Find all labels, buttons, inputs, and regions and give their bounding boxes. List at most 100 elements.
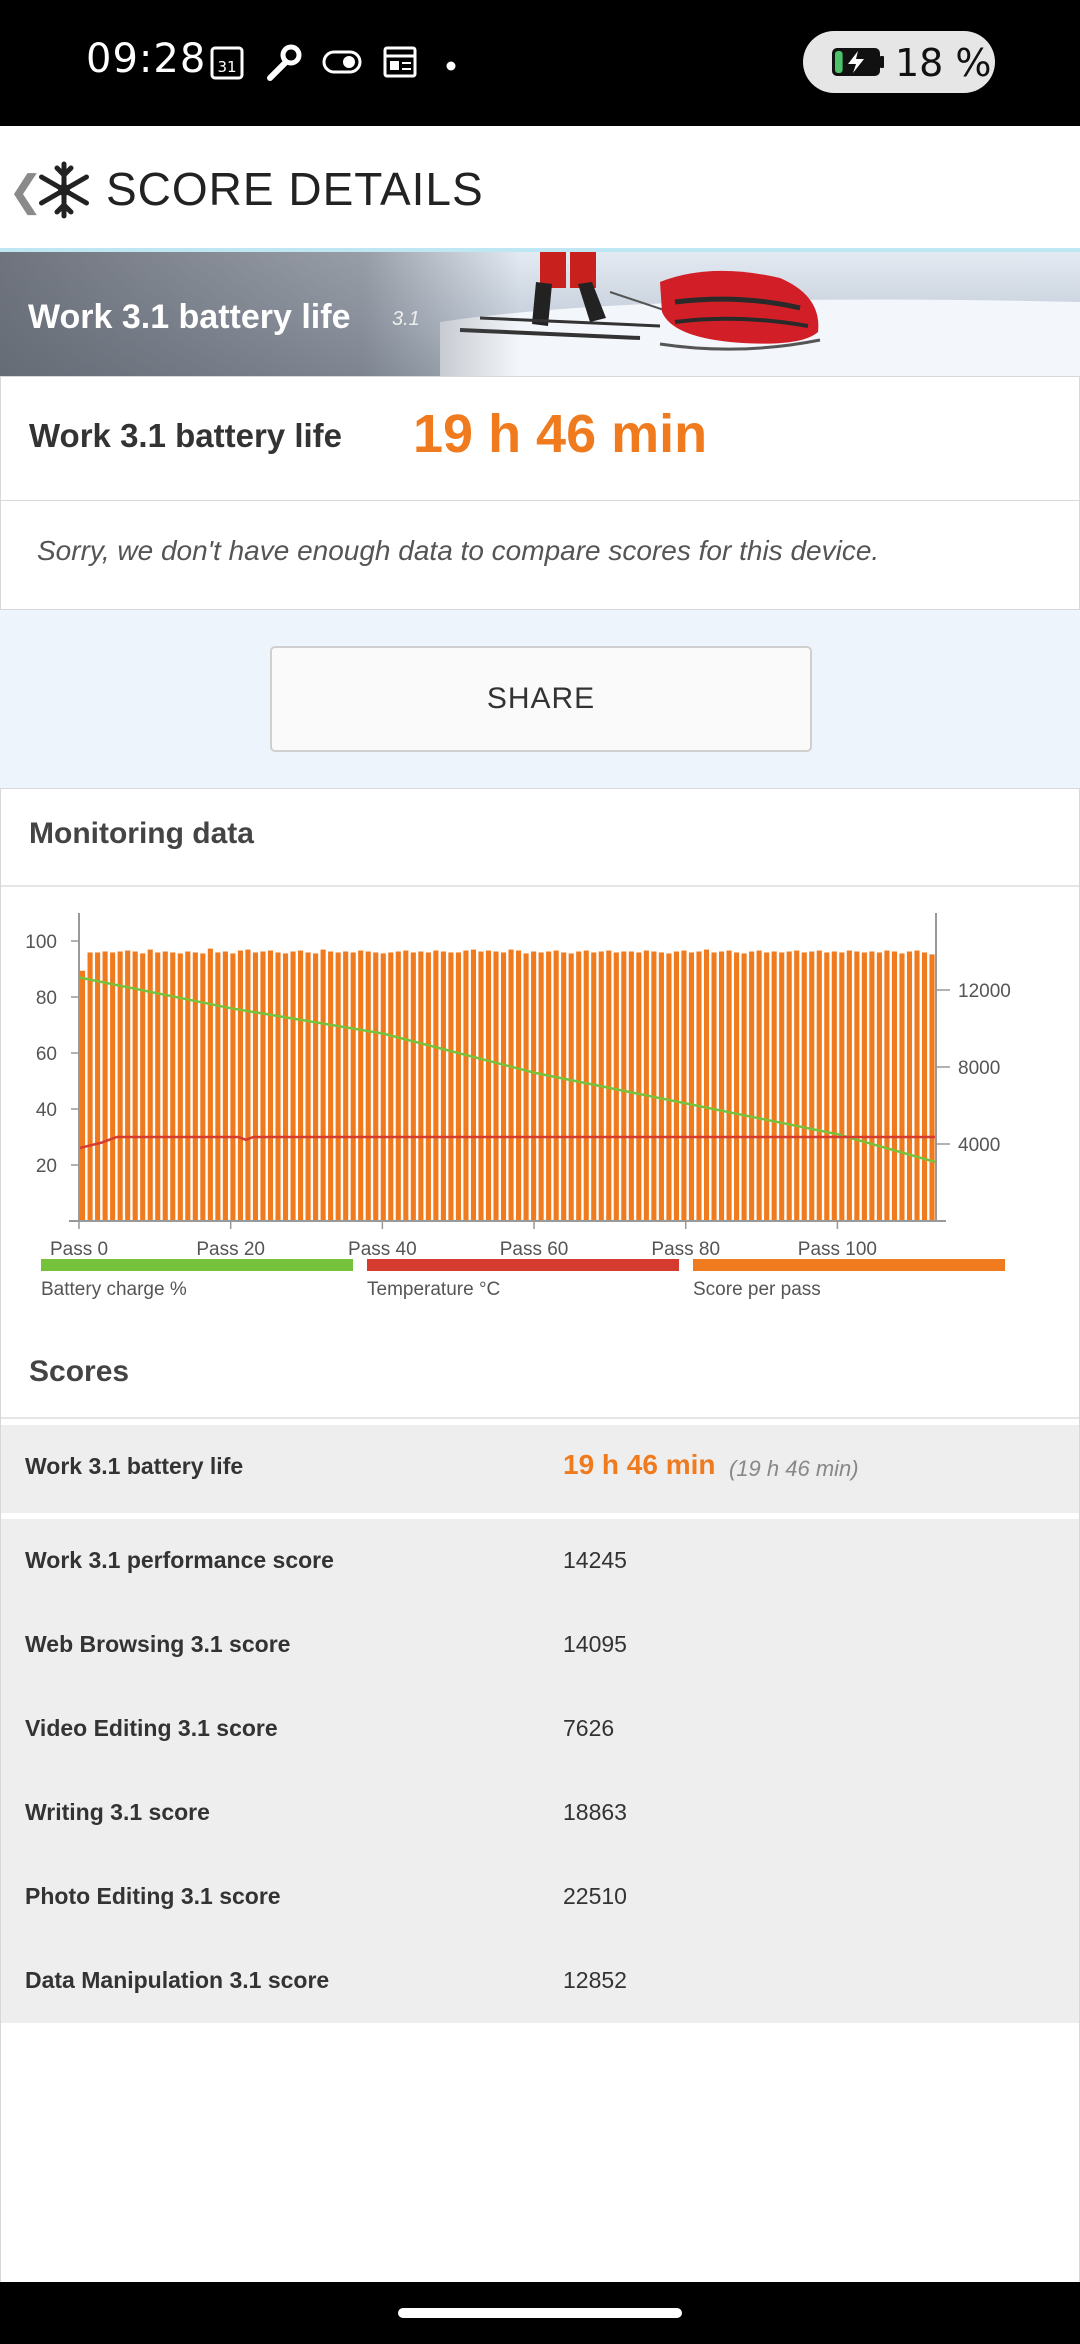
score-value: 14245 [563, 1547, 627, 1573]
legend-item: Score per pass [693, 1259, 1005, 1301]
score-bar [899, 953, 905, 1221]
score-value: 22510 [563, 1883, 627, 1909]
score-bar [267, 950, 274, 1221]
x-tick-label: Pass 20 [196, 1239, 265, 1259]
score-bar [628, 951, 634, 1221]
chevron-left-icon[interactable]: ❮ [8, 167, 44, 214]
legend-item: Temperature °C [367, 1259, 679, 1301]
table-row: Work 3.1 performance score 14245 [1, 1519, 1079, 1603]
score-bar [718, 951, 725, 1221]
score-bar [658, 952, 664, 1221]
left-tick-label: 100 [25, 932, 57, 953]
wrench-icon [264, 44, 302, 87]
x-tick-label: Pass 40 [348, 1239, 417, 1259]
score-bar [711, 952, 717, 1221]
table-row: Writing 3.1 score 18863 [1, 1771, 1079, 1855]
score-bar [373, 952, 379, 1221]
score-bar [365, 951, 371, 1221]
score-bar [455, 952, 461, 1221]
score-bar [298, 950, 304, 1221]
status-bar: 09:28 31 [0, 0, 1080, 126]
score-bar [861, 952, 867, 1221]
score-bar [155, 952, 161, 1221]
left-tick-label: 20 [36, 1156, 57, 1177]
score-value: 18863 [563, 1799, 627, 1825]
compare-note-row: Sorry, we don't have enough data to comp… [0, 500, 1080, 610]
score-bar [516, 950, 522, 1221]
score-bar [470, 949, 477, 1221]
legend-swatch-battery [41, 1259, 353, 1271]
score-bar [523, 953, 529, 1221]
score-bar [673, 951, 680, 1221]
score-bar [613, 952, 619, 1221]
result-label: Work 3.1 battery life [29, 417, 343, 454]
toggle-icon [322, 50, 362, 79]
news-icon [382, 44, 418, 85]
score-bar [561, 952, 567, 1221]
share-button[interactable]: SHARE [270, 646, 812, 752]
score-bar [809, 951, 815, 1221]
score-bar [147, 949, 153, 1221]
legend-swatch-score [693, 1259, 1005, 1271]
compare-note: Sorry, we don't have enough data to comp… [37, 535, 880, 566]
score-sub-value: (19 h 46 min) [729, 1456, 859, 1481]
battery-percent: 18 % [895, 41, 992, 85]
score-bar [358, 950, 364, 1221]
score-bar [756, 950, 762, 1221]
score-bar [485, 950, 492, 1221]
score-name: Work 3.1 battery life [25, 1453, 244, 1479]
skier-illustration [440, 252, 1080, 376]
result-value: 19 h 46 min [413, 404, 708, 464]
monitoring-title: Monitoring data [29, 817, 254, 850]
home-handle[interactable] [398, 2308, 682, 2318]
score-bar [576, 951, 582, 1221]
score-bar [305, 952, 311, 1221]
score-name: Video Editing 3.1 score [25, 1715, 278, 1741]
hero-version: 3.1 [392, 308, 420, 330]
score-bar [80, 970, 86, 1221]
score-bar [846, 950, 852, 1221]
score-bar [87, 952, 93, 1221]
score-bar [854, 951, 860, 1221]
table-row: Data Manipulation 3.1 score 12852 [1, 1939, 1079, 2023]
x-tick-label: Pass 60 [500, 1239, 569, 1259]
hero-title: Work 3.1 battery life [28, 298, 351, 336]
score-bar [463, 950, 469, 1221]
x-tick-label: Pass 100 [798, 1239, 877, 1259]
score-bar [621, 951, 627, 1221]
score-bar [448, 952, 454, 1221]
x-tick-label: Pass 0 [50, 1239, 108, 1259]
score-bar [831, 951, 837, 1221]
score-bar [493, 951, 499, 1221]
score-bar [328, 951, 334, 1221]
legend-label: Temperature °C [367, 1279, 501, 1300]
score-bar [508, 949, 514, 1221]
score-bar [102, 951, 108, 1221]
score-bar [290, 951, 296, 1221]
right-tick-label: 8000 [958, 1058, 1000, 1079]
score-bar [313, 953, 319, 1221]
score-bar [749, 951, 755, 1221]
score-bar [500, 952, 507, 1221]
score-bar [177, 953, 183, 1221]
table-row: Video Editing 3.1 score 7626 [1, 1687, 1079, 1771]
score-bar [531, 951, 537, 1221]
score-value: 19 h 46 min [563, 1449, 716, 1480]
page-title: SCORE DETAILS [106, 163, 484, 215]
score-bar [666, 953, 672, 1221]
hero-banner: Work 3.1 battery life 3.1 [0, 252, 1080, 376]
score-bar [222, 951, 228, 1221]
score-name: Web Browsing 3.1 score [25, 1631, 291, 1657]
score-bar [696, 951, 702, 1221]
score-bar [200, 953, 206, 1221]
temperature-line [78, 1135, 936, 1150]
score-bar [237, 950, 243, 1221]
score-bar [320, 949, 326, 1221]
score-bar [252, 952, 259, 1221]
score-bar [170, 952, 176, 1221]
score-bar [215, 952, 221, 1221]
score-bar [140, 953, 146, 1221]
content-scroll[interactable]: Work 3.1 battery life 3.1 Work 3.1 batte… [0, 252, 1080, 2282]
score-bar [884, 950, 890, 1221]
score-bar [734, 952, 740, 1221]
